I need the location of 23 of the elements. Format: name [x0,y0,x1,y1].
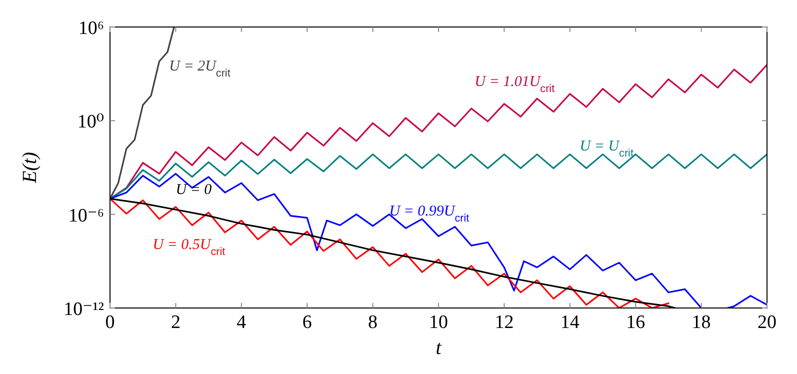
series-label: U = 0.5U$_{crit}$ [152,236,226,258]
x-tick-label: 4 [236,312,247,333]
y-tick-label: 10⁻¹² [64,299,104,320]
x-tick-label: 10 [429,312,448,333]
y-axis-title: E(t) [19,152,41,184]
x-tick-label: 12 [494,312,514,333]
x-tick-label: 14 [560,312,580,333]
x-tick-label: 2 [170,312,180,333]
x-axis-title: t [436,337,442,359]
series-label: U = 2U$_{crit}$ [169,58,230,80]
series-label: U = 0.99U$_{crit}$ [389,203,470,224]
x-tick-label: 8 [368,312,378,333]
x-tick-label: 6 [302,312,312,333]
x-tick-label: 0 [105,312,115,333]
series-label: U = 1.01U$_{crit}$ [474,74,555,96]
x-tick-label: 20 [758,312,776,333]
series-label: U = U$_{crit}$ [580,138,634,160]
y-tick-label: 10⁻⁶ [68,205,104,226]
y-tick-label: 10⁶ [78,18,104,39]
x-tick-label: 18 [692,312,711,333]
y-tick-label: 10⁰ [77,112,104,133]
series-label: U = 0 [176,182,212,198]
x-tick-label: 16 [626,312,646,333]
